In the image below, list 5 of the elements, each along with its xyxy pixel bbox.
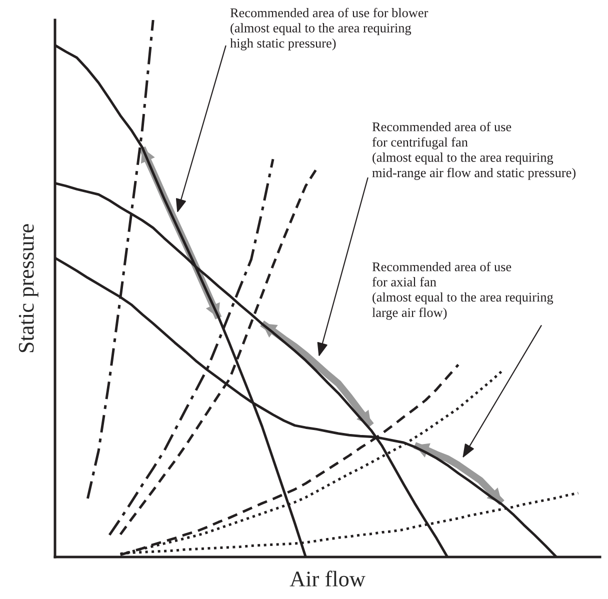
annotation: Recommended area of use for axial fan (almost equal to the area requiring large air flow) [372, 262, 554, 320]
annotation: Recommended area of use for centrifugal fan (almost equal to the area requiring mid-range air flow and static pressure) [372, 122, 576, 180]
annotation: Recommended area of use for blower (almost equal to the area requiring high static pressure) [230, 8, 428, 50]
x-axis-title: Air flow [290, 570, 366, 587]
y-axis-title: Static pressure [18, 224, 38, 352]
